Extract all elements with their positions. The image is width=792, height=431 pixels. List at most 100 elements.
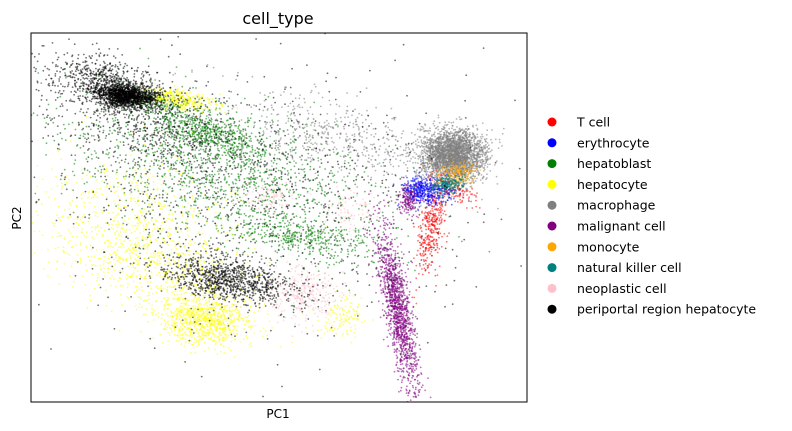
point bbox=[199, 98, 202, 101]
point bbox=[179, 322, 182, 324]
point bbox=[202, 325, 204, 328]
point bbox=[160, 317, 163, 320]
point bbox=[192, 346, 195, 349]
point bbox=[230, 123, 232, 125]
point bbox=[309, 228, 312, 231]
point bbox=[226, 151, 229, 154]
point bbox=[154, 267, 157, 269]
point bbox=[215, 341, 217, 343]
point bbox=[231, 309, 234, 312]
point bbox=[355, 175, 358, 178]
point bbox=[198, 334, 201, 337]
point bbox=[241, 184, 244, 187]
point bbox=[345, 229, 348, 231]
point bbox=[59, 178, 62, 181]
point bbox=[427, 241, 430, 244]
point bbox=[219, 350, 222, 353]
point bbox=[236, 130, 239, 133]
point bbox=[186, 321, 188, 324]
point bbox=[237, 145, 240, 148]
point bbox=[421, 197, 424, 200]
point bbox=[206, 158, 209, 161]
point bbox=[205, 117, 208, 120]
point bbox=[308, 238, 310, 241]
point bbox=[440, 214, 443, 217]
point bbox=[183, 154, 186, 157]
point bbox=[167, 320, 170, 323]
point bbox=[167, 217, 170, 220]
point bbox=[476, 192, 478, 195]
point bbox=[171, 178, 174, 181]
point bbox=[310, 225, 313, 228]
point bbox=[217, 123, 220, 125]
point bbox=[430, 264, 432, 266]
point bbox=[307, 229, 310, 232]
point bbox=[243, 212, 246, 215]
point bbox=[359, 235, 362, 237]
point bbox=[432, 210, 434, 212]
point bbox=[216, 263, 219, 265]
point bbox=[309, 245, 312, 248]
point bbox=[182, 328, 185, 331]
point bbox=[198, 123, 201, 126]
point bbox=[422, 223, 424, 225]
point bbox=[215, 310, 217, 313]
point bbox=[239, 196, 241, 199]
point bbox=[287, 235, 289, 238]
point bbox=[185, 184, 188, 187]
point bbox=[176, 299, 179, 302]
point bbox=[128, 133, 131, 136]
point bbox=[283, 167, 286, 170]
point bbox=[231, 181, 234, 184]
point bbox=[249, 170, 252, 173]
point bbox=[277, 240, 280, 243]
point bbox=[202, 93, 204, 96]
point bbox=[252, 126, 255, 129]
point bbox=[173, 293, 176, 296]
point bbox=[193, 132, 196, 135]
point bbox=[188, 93, 190, 95]
point bbox=[422, 259, 425, 261]
point bbox=[170, 156, 173, 159]
point bbox=[179, 197, 182, 200]
point bbox=[98, 112, 101, 115]
point bbox=[214, 343, 217, 345]
point bbox=[179, 95, 182, 98]
point bbox=[143, 257, 146, 260]
point bbox=[182, 135, 185, 137]
point bbox=[248, 172, 251, 175]
point bbox=[164, 172, 166, 175]
point bbox=[313, 224, 315, 227]
point bbox=[347, 250, 349, 253]
point bbox=[204, 149, 207, 152]
point bbox=[309, 160, 312, 163]
point bbox=[330, 243, 332, 245]
point bbox=[319, 235, 322, 238]
point bbox=[217, 168, 220, 171]
point bbox=[337, 229, 340, 231]
point bbox=[160, 157, 163, 160]
point bbox=[319, 183, 322, 185]
point bbox=[336, 152, 339, 155]
point bbox=[243, 154, 246, 157]
point bbox=[183, 320, 186, 323]
point bbox=[178, 240, 180, 243]
point bbox=[137, 160, 140, 163]
point bbox=[141, 149, 143, 151]
point bbox=[335, 229, 338, 232]
point bbox=[324, 191, 326, 193]
point bbox=[275, 178, 278, 181]
chart-title: cell_type bbox=[242, 9, 313, 29]
point bbox=[224, 311, 227, 314]
point bbox=[196, 185, 199, 187]
point bbox=[179, 309, 182, 312]
point bbox=[202, 294, 205, 297]
point bbox=[224, 189, 227, 192]
point bbox=[428, 263, 431, 265]
point bbox=[193, 204, 195, 207]
point bbox=[132, 280, 135, 283]
point bbox=[185, 308, 188, 310]
point bbox=[135, 227, 138, 230]
point bbox=[415, 277, 418, 280]
point bbox=[183, 138, 186, 141]
